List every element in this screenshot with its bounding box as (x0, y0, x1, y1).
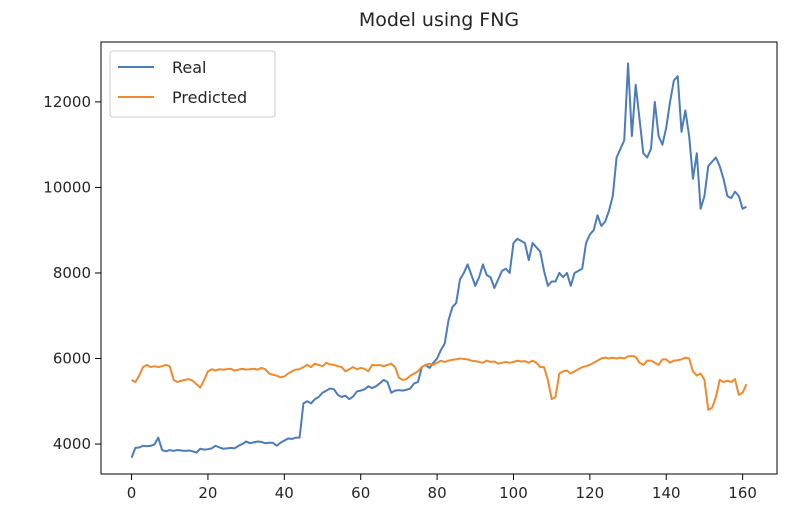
x-axis-ticks: 0 20 40 60 80 100 120 140 160 (127, 474, 757, 502)
legend-label-real: Real (172, 58, 207, 77)
series-line-predicted (131, 354, 748, 411)
x-tick-label: 100 (499, 484, 528, 502)
x-tick-label: 80 (428, 484, 447, 502)
legend-label-predicted: Predicted (172, 88, 247, 107)
series-lines (130, 62, 748, 459)
x-tick-label: 60 (351, 484, 370, 502)
x-tick-label: 40 (275, 484, 294, 502)
series-line-real (130, 62, 747, 459)
chart-title: Model using FNG (359, 9, 519, 31)
x-tick-label: 20 (198, 484, 217, 502)
y-tick-label: 8000 (53, 264, 91, 282)
x-tick-label: 140 (652, 484, 681, 502)
y-axis-ticks: 4000 6000 8000 10000 12000 (43, 93, 101, 453)
x-tick-label: 120 (576, 484, 605, 502)
y-tick-label: 6000 (53, 350, 91, 368)
x-tick-label: 160 (728, 484, 757, 502)
y-tick-label: 4000 (53, 435, 91, 453)
y-tick-label: 12000 (43, 93, 91, 111)
legend: Real Predicted (109, 50, 276, 118)
x-tick-label: 0 (127, 484, 137, 502)
plot-area-frame (100, 41, 778, 475)
y-tick-label: 10000 (43, 178, 91, 196)
